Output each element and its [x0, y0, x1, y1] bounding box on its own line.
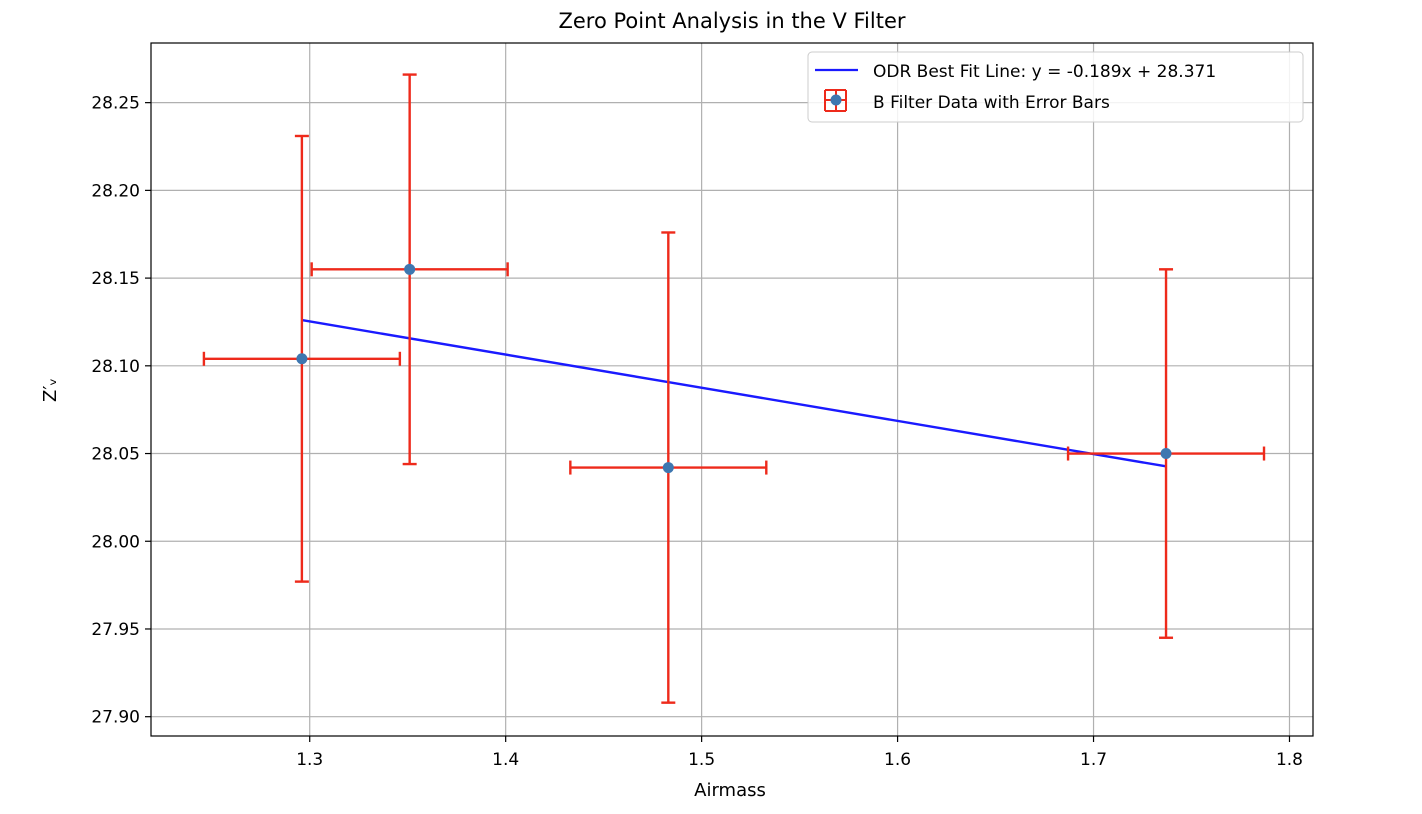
data-point	[296, 353, 308, 365]
x-tick-label: 1.8	[1276, 750, 1303, 770]
x-tick-label: 1.7	[1080, 750, 1107, 770]
y-axis-ticks: 27.90 27.95 28.00 28.05 28.10 28.15 28.20 28.25	[91, 94, 151, 728]
y-tick-label: 28.25	[91, 94, 140, 114]
y-tick-label: 28.20	[91, 181, 140, 201]
x-tick-label: 1.4	[492, 750, 519, 770]
data-point	[404, 263, 416, 275]
error-bar-layer	[202, 73, 1266, 704]
fit-line-layer	[301, 318, 1167, 468]
axes-frame	[150, 42, 1314, 737]
y-tick-label: 28.05	[91, 445, 140, 465]
legend-errorbar-swatch	[824, 89, 847, 112]
x-tick-label: 1.3	[296, 750, 323, 770]
legend-box	[807, 51, 1304, 123]
fit-line	[301, 318, 1167, 468]
y-tick-label: 28.00	[91, 532, 140, 552]
y-axis-label: Z′ᵥ	[40, 378, 61, 402]
y-tick-label: 27.90	[91, 708, 140, 728]
y-tick-label: 28.15	[91, 269, 140, 289]
data-point-layer	[296, 263, 1172, 474]
x-tick-label: 1.6	[884, 750, 911, 770]
x-tick-label: 1.5	[688, 750, 715, 770]
y-tick-label: 28.10	[91, 357, 140, 377]
data-point	[1160, 448, 1172, 460]
plot-area	[202, 73, 1266, 704]
legend-label-fit-line: ODR Best Fit Line: y = -0.189x + 28.371	[873, 62, 1216, 82]
legend: ODR Best Fit Line: y = -0.189x + 28.371 …	[807, 51, 1304, 123]
x-axis-label: Airmass	[694, 780, 766, 801]
chart-title: Zero Point Analysis in the V Filter	[558, 9, 905, 33]
data-point	[662, 462, 674, 474]
legend-label-data: B Filter Data with Error Bars	[873, 93, 1110, 113]
grid	[151, 43, 1313, 736]
y-tick-label: 27.95	[91, 620, 140, 640]
x-axis-ticks: 1.3 1.4 1.5 1.6 1.7 1.8	[296, 736, 1303, 770]
